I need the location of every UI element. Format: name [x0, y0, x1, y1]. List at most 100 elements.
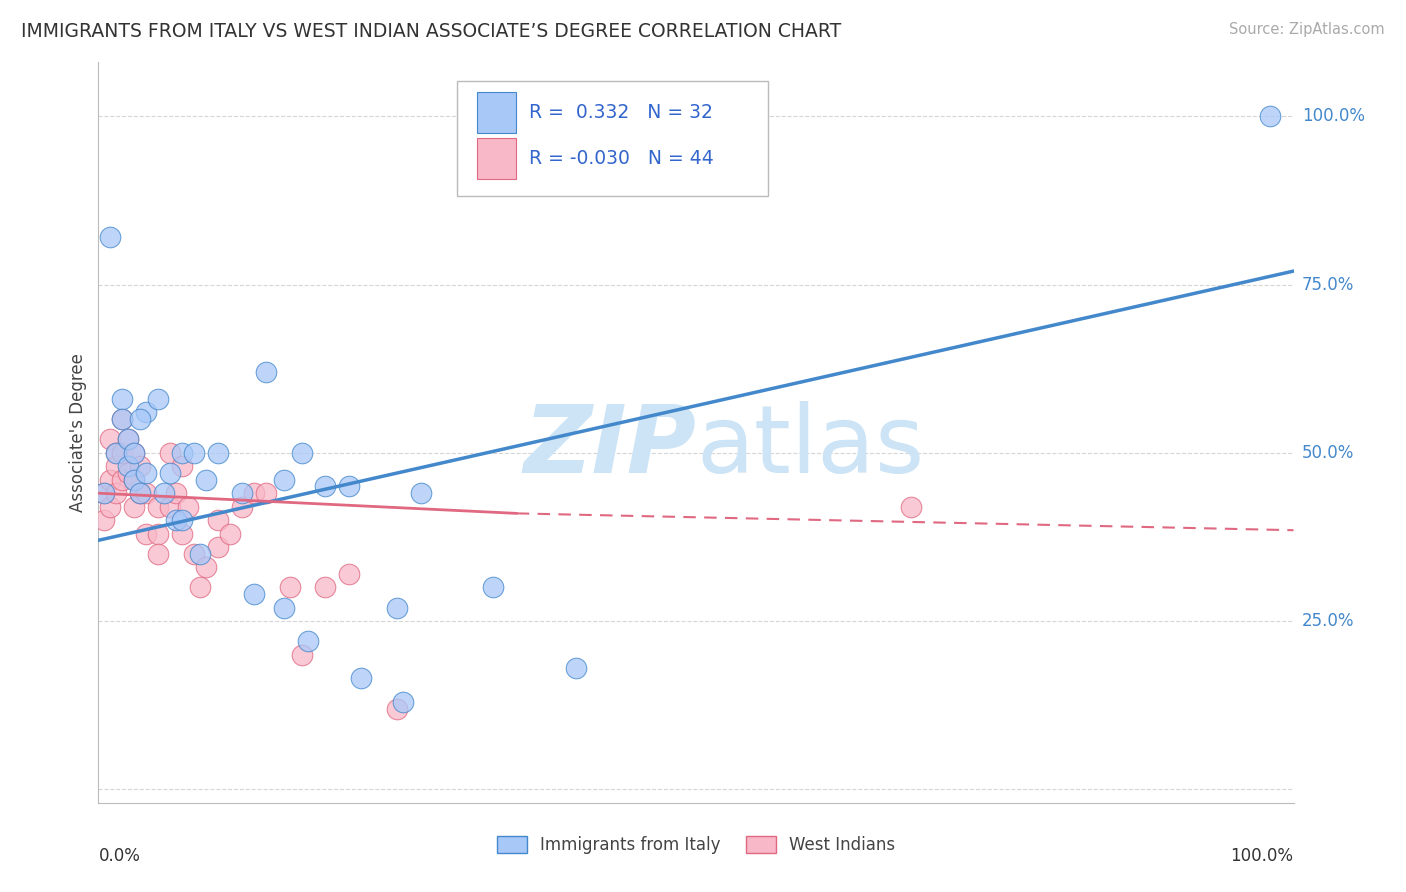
Point: [188, 547, 211, 561]
FancyBboxPatch shape: [477, 138, 516, 179]
Point: [153, 486, 176, 500]
Point: [207, 513, 229, 527]
Point: [159, 500, 181, 514]
Point: [273, 473, 295, 487]
Point: [291, 648, 314, 662]
Text: 25.0%: 25.0%: [1302, 612, 1354, 630]
Point: [111, 473, 134, 487]
Point: [291, 446, 314, 460]
Point: [111, 392, 134, 406]
Point: [159, 466, 181, 480]
Point: [243, 587, 266, 601]
FancyBboxPatch shape: [457, 81, 768, 195]
Point: [98, 500, 122, 514]
Point: [177, 500, 200, 514]
Point: [117, 433, 139, 447]
Legend: Immigrants from Italy, West Indians: Immigrants from Italy, West Indians: [491, 830, 901, 861]
Text: R = -0.030   N = 44: R = -0.030 N = 44: [529, 149, 713, 169]
Text: Source: ZipAtlas.com: Source: ZipAtlas.com: [1229, 22, 1385, 37]
Point: [135, 526, 157, 541]
Point: [385, 701, 409, 715]
Point: [207, 446, 229, 460]
Point: [117, 459, 139, 474]
FancyBboxPatch shape: [477, 93, 516, 133]
Point: [129, 412, 152, 426]
Text: ZIP: ZIP: [523, 401, 696, 493]
Point: [254, 365, 277, 379]
Point: [385, 600, 409, 615]
Point: [129, 459, 152, 474]
Point: [392, 695, 415, 709]
Point: [1258, 109, 1281, 123]
Point: [148, 547, 170, 561]
Point: [135, 405, 157, 419]
Point: [117, 433, 139, 447]
Point: [124, 473, 146, 487]
Point: [98, 433, 122, 447]
Point: [339, 566, 361, 581]
Point: [273, 600, 295, 615]
Point: [243, 486, 266, 500]
Point: [565, 661, 588, 675]
Text: 0.0%: 0.0%: [98, 847, 141, 865]
Point: [98, 473, 122, 487]
Point: [183, 547, 205, 561]
Point: [124, 446, 146, 460]
Point: [165, 513, 187, 527]
Point: [195, 560, 218, 574]
Text: 100.0%: 100.0%: [1302, 107, 1365, 125]
Point: [135, 466, 157, 480]
Point: [129, 486, 152, 500]
Point: [148, 526, 170, 541]
Point: [129, 486, 152, 500]
Point: [183, 446, 205, 460]
Point: [117, 466, 139, 480]
Point: [315, 581, 337, 595]
Point: [93, 486, 115, 500]
Text: atlas: atlas: [696, 401, 924, 493]
Point: [172, 513, 194, 527]
Text: 100.0%: 100.0%: [1230, 847, 1294, 865]
Point: [411, 486, 433, 500]
Point: [111, 412, 134, 426]
Point: [124, 473, 146, 487]
Point: [172, 526, 194, 541]
Point: [231, 500, 253, 514]
Point: [105, 446, 128, 460]
Text: 50.0%: 50.0%: [1302, 444, 1354, 462]
Point: [195, 473, 218, 487]
Point: [93, 513, 115, 527]
Point: [278, 581, 301, 595]
Point: [297, 634, 319, 648]
Point: [124, 446, 146, 460]
Text: 75.0%: 75.0%: [1302, 276, 1354, 293]
Point: [339, 479, 361, 493]
Text: IMMIGRANTS FROM ITALY VS WEST INDIAN ASSOCIATE’S DEGREE CORRELATION CHART: IMMIGRANTS FROM ITALY VS WEST INDIAN ASS…: [21, 22, 841, 41]
Point: [105, 459, 128, 474]
Point: [207, 540, 229, 554]
Point: [254, 486, 277, 500]
Point: [148, 392, 170, 406]
Text: R =  0.332   N = 32: R = 0.332 N = 32: [529, 103, 713, 122]
Point: [111, 412, 134, 426]
Point: [111, 446, 134, 460]
Point: [172, 446, 194, 460]
Point: [135, 486, 157, 500]
Point: [93, 486, 115, 500]
Point: [165, 486, 187, 500]
Point: [900, 500, 922, 514]
Point: [481, 581, 505, 595]
Point: [148, 500, 170, 514]
Y-axis label: Associate's Degree: Associate's Degree: [69, 353, 87, 512]
Point: [105, 486, 128, 500]
Point: [219, 526, 242, 541]
Point: [159, 446, 181, 460]
Point: [98, 230, 122, 244]
Point: [315, 479, 337, 493]
Point: [124, 500, 146, 514]
Point: [231, 486, 253, 500]
Point: [172, 459, 194, 474]
Point: [350, 671, 373, 685]
Point: [105, 446, 128, 460]
Point: [188, 581, 211, 595]
